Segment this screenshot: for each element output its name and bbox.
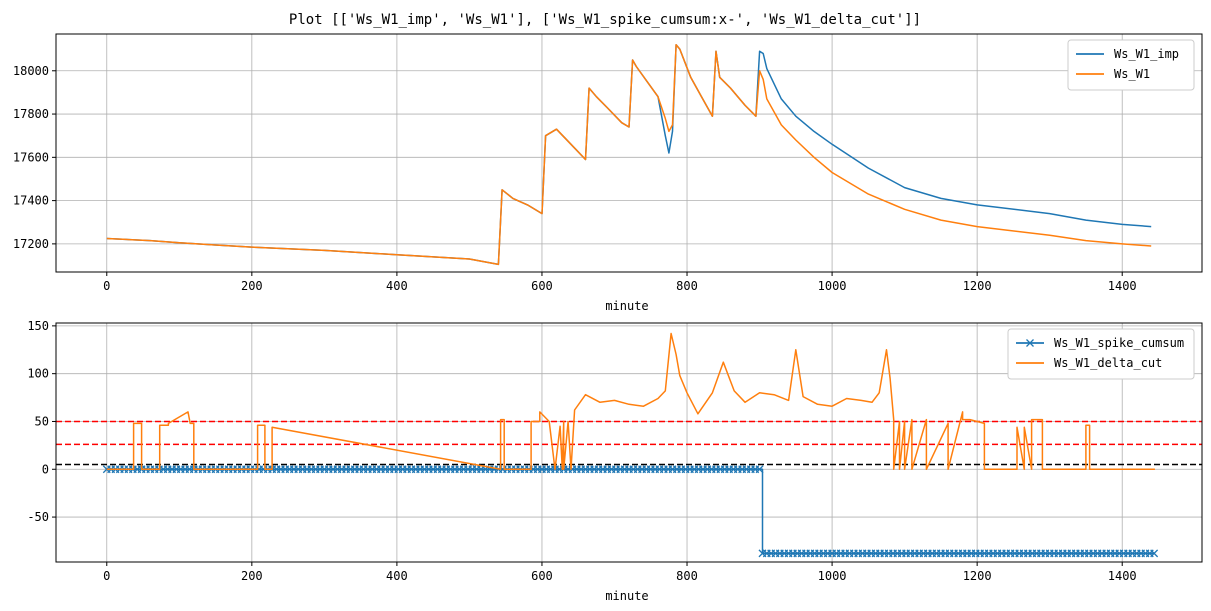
series-markers-ws-w1-spike-cumsum: [102, 465, 1159, 558]
legend-label: Ws_W1_spike_cumsum: [1054, 336, 1184, 350]
bottom-x-tick-label: 1000: [818, 569, 847, 583]
series-line-ws-w1-spike-cumsum: [106, 468, 1155, 555]
bottom-x-tick-label: 800: [676, 569, 698, 583]
top-x-tick-label: 1400: [1108, 279, 1137, 293]
bottom-axes-frame: [55, 322, 1203, 563]
top-plot-axes: 0 200 400 600 800 1000 1200 1400 17200 17400 17600…: [13, 33, 1203, 293]
bottom-series-group: [102, 332, 1159, 558]
legend-x-marker: [1026, 339, 1034, 347]
top-y-tick-label: 17200: [13, 237, 49, 251]
bottom-x-tick-label: 200: [241, 569, 263, 583]
series-line-ws-w1-delta-cut: [106, 332, 1155, 471]
bottom-y-tick-label: 0: [42, 462, 49, 476]
legend-label: Ws_W1: [1114, 67, 1150, 81]
top-x-tick-label: 400: [386, 279, 408, 293]
top-legend-box: [1067, 39, 1195, 91]
top-y-tick-label: 17400: [13, 194, 49, 208]
bottom-y-tick-label: 150: [27, 319, 49, 333]
bottom-y-tick-label: 50: [35, 414, 49, 428]
top-x-tick-label: 1000: [818, 279, 847, 293]
top-legend: Ws_W1_imp Ws_W1: [1067, 39, 1195, 91]
figure-title: Plot [['Ws_W1_imp', 'Ws_W1'], ['Ws_W1_sp…: [289, 12, 921, 28]
top-y-tick-label: 17800: [13, 107, 49, 121]
bottom-x-tick-label: 600: [531, 569, 553, 583]
top-x-tick-label: 0: [103, 279, 110, 293]
x-marker: [1150, 549, 1159, 558]
bottom-legend: Ws_W1_spike_cumsum Ws_W1_delta_cut: [1007, 328, 1195, 380]
bottom-y-tick-label: 100: [27, 367, 49, 381]
legend-label: Ws_W1_delta_cut: [1054, 356, 1162, 370]
bottom-x-tick-label: 400: [386, 569, 408, 583]
top-series-group: [106, 44, 1152, 266]
bottom-legend-box: [1007, 328, 1195, 380]
bottom-x-tick-label: 1200: [963, 569, 992, 583]
bottom-x-axis-label: minute: [605, 589, 648, 603]
series-line-ws-w1: [106, 44, 1152, 266]
bottom-plot-axes: 0 200 400 600 800 1000 1200 1400 -50 0 50 100 150 Ws_…: [27, 319, 1203, 583]
bottom-y-tick-label: -50: [27, 510, 49, 524]
bottom-x-tick-label: 1400: [1108, 569, 1137, 583]
series-line-ws-w1-imp: [106, 44, 1152, 266]
legend-label: Ws_W1_imp: [1114, 47, 1179, 61]
top-y-tick-label: 18000: [13, 64, 49, 78]
top-x-tick-label: 1200: [963, 279, 992, 293]
top-x-tick-label: 800: [676, 279, 698, 293]
top-x-tick-label: 200: [241, 279, 263, 293]
top-x-axis-label: minute: [605, 299, 648, 313]
top-axes-frame: [55, 33, 1203, 273]
x-marker: [755, 465, 764, 474]
bottom-x-tick-label: 0: [103, 569, 110, 583]
top-x-tick-label: 600: [531, 279, 553, 293]
top-y-tick-label: 17600: [13, 150, 49, 164]
